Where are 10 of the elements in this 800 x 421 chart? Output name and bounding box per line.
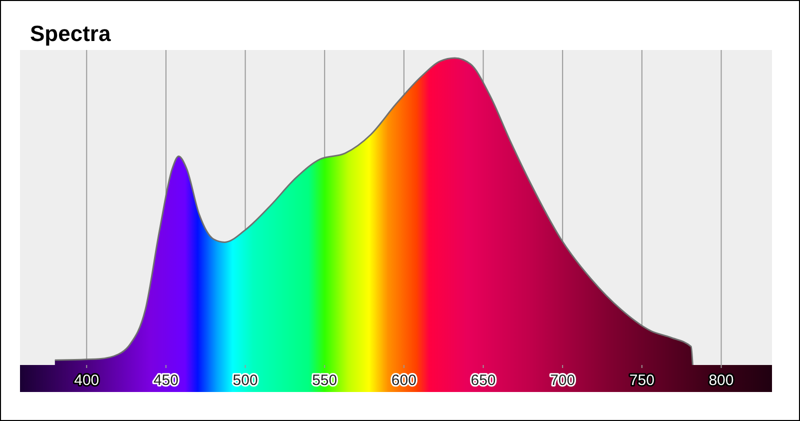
x-tick-label: 700: [550, 372, 576, 389]
x-tick-label: 800: [708, 372, 734, 389]
x-tick-label: 650: [470, 372, 496, 389]
x-tick-label: 550: [312, 372, 338, 389]
chart-title: Spectra: [30, 21, 112, 46]
x-tick-label: 750: [629, 372, 654, 389]
x-tick-label: 400: [74, 372, 100, 389]
x-tick-label: 600: [391, 372, 416, 389]
x-tick-label: 450: [153, 372, 178, 389]
x-tick-label: 500: [232, 372, 258, 389]
